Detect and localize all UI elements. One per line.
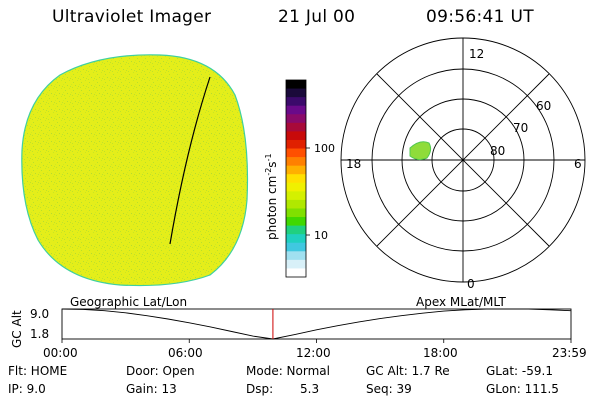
xtick-label-1800: 18:00	[423, 346, 458, 360]
colorbar-cell	[286, 191, 306, 201]
colorbar-cell	[286, 114, 306, 124]
colorbar-cell	[286, 259, 306, 270]
colorbar-cell	[286, 148, 306, 158]
ytick-9-0: 9.0	[30, 307, 49, 321]
uv-image-disc	[21, 54, 249, 287]
colorbar-cell	[286, 242, 306, 252]
status-dsp-value: 5.3	[300, 382, 320, 396]
colorbar-tick-10: 10	[314, 229, 328, 242]
colorbar-cell	[286, 251, 306, 261]
chart-left-title: Geographic Lat/Lon	[70, 295, 187, 309]
colorbar-cell	[286, 208, 306, 218]
status-glat: GLat: -59.1	[486, 364, 553, 378]
lat-ring-60	[371, 68, 555, 252]
lat-label-60: 60	[536, 99, 551, 113]
terminator-line	[169, 76, 211, 245]
status-gain: Gain: 13	[126, 382, 177, 396]
colorbar-cell	[286, 217, 306, 227]
aurora-patch	[409, 141, 432, 161]
lat-label-80: 80	[490, 144, 505, 158]
xtick-label-2359: 23:59	[552, 346, 587, 360]
ytick-1-8: 1.8	[30, 327, 49, 341]
lat-label-70: 70	[513, 121, 528, 135]
status-seq: Seq: 39	[366, 382, 412, 396]
status-dsp-label: Dsp:	[246, 382, 274, 396]
time-label: 09:56:41 UT	[426, 7, 534, 27]
colorbar-cell	[286, 88, 306, 98]
altitude-chart: Geographic Lat/Lon Apex MLat/MLT GC Alt …	[10, 295, 572, 348]
date-label: 21 Jul 00	[278, 7, 356, 27]
status-flt: Flt: HOME	[8, 364, 68, 378]
status-door: Door: Open	[126, 364, 195, 378]
colorbar-cell	[286, 80, 306, 90]
mlt-label-12: 12	[469, 47, 484, 61]
xtick-label-1200: 12:00	[296, 346, 331, 360]
lat-ring-70	[401, 98, 525, 222]
colorbar-cell	[286, 199, 306, 210]
lat-ring-80	[431, 128, 495, 192]
xtick-label-0600: 06:00	[168, 346, 203, 360]
polar-plot: 12 18 6 0 60 70 80	[340, 37, 586, 291]
colorbar-cell	[286, 131, 306, 141]
colorbar-cell	[286, 182, 306, 192]
colorbar-cell	[286, 174, 306, 184]
status-gc-alt: GC Alt: 1.7 Re	[366, 364, 450, 378]
mlt-label-6: 6	[574, 157, 582, 171]
colorbar-cell	[286, 234, 306, 244]
chart-ylabel: GC Alt	[10, 310, 24, 348]
uv-image	[21, 54, 249, 287]
colorbar-cell	[286, 268, 306, 278]
status-glon: GLon: 111.5	[486, 382, 559, 396]
colorbar-cell	[286, 157, 306, 167]
mlt-label-0: 0	[467, 277, 475, 291]
instrument-title: Ultraviolet Imager	[52, 7, 212, 27]
colorbar-label: photon cm-2s-1	[264, 153, 279, 240]
colorbar-cell	[286, 105, 306, 115]
colorbar-cell	[286, 122, 306, 132]
status-mode: Mode: Normal	[246, 364, 330, 378]
colorbar-cell	[286, 139, 306, 150]
chart-frame	[61, 308, 572, 340]
chart-right-title: Apex MLat/MLT	[416, 295, 506, 309]
colorbar: 100 10 photon cm-2s-1	[264, 79, 335, 278]
colorbar-cell	[286, 165, 306, 175]
altitude-series-line	[61, 308, 571, 340]
lat-ring-50	[340, 37, 586, 283]
colorbar-cell	[286, 225, 306, 235]
colorbar-tick-100: 100	[314, 142, 335, 155]
status-ip: IP: 9.0	[8, 382, 46, 396]
colorbar-cell	[286, 97, 306, 107]
xtick-label-0000: 00:00	[43, 346, 78, 360]
mlt-label-18: 18	[346, 157, 361, 171]
